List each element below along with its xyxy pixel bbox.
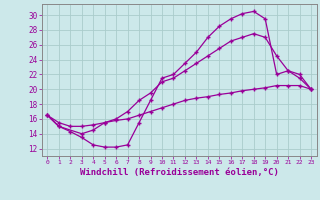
X-axis label: Windchill (Refroidissement éolien,°C): Windchill (Refroidissement éolien,°C) [80, 168, 279, 177]
